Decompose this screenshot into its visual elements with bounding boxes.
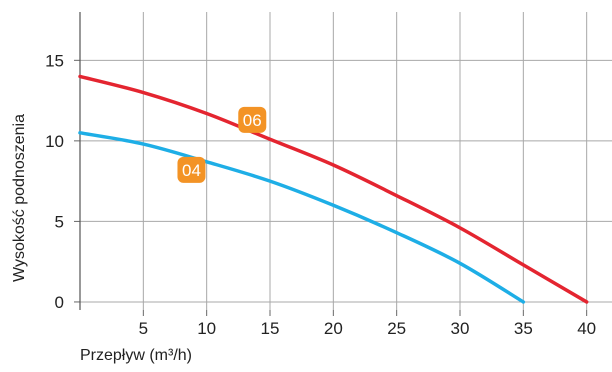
x-tick-label: 5 bbox=[139, 319, 148, 338]
x-tick-label: 40 bbox=[577, 319, 596, 338]
y-tick-label: 0 bbox=[55, 293, 64, 312]
series-badges: 06 04 bbox=[177, 106, 267, 183]
y-tick-label: 10 bbox=[45, 132, 64, 151]
y-tick-label: 5 bbox=[55, 212, 64, 231]
y-axis-label: Wysokość podnoszenia bbox=[11, 114, 28, 282]
series-lines bbox=[78, 74, 589, 304]
badge-background bbox=[177, 156, 206, 183]
badge-label: 04 bbox=[182, 161, 201, 180]
y-tick-label: 15 bbox=[45, 51, 64, 70]
grid bbox=[80, 12, 612, 310]
x-tick-label: 35 bbox=[514, 319, 533, 338]
badge-label: 06 bbox=[243, 111, 262, 130]
badge-background bbox=[238, 106, 267, 133]
axes bbox=[74, 12, 588, 316]
series-badge-06: 06 bbox=[238, 106, 267, 133]
series-badge-04: 04 bbox=[177, 156, 206, 183]
x-tick-label: 15 bbox=[261, 319, 280, 338]
x-axis-label: Przepływ (m³/h) bbox=[80, 347, 192, 364]
x-tick-label: 30 bbox=[451, 319, 470, 338]
x-tick-label: 20 bbox=[324, 319, 343, 338]
x-tick-label: 25 bbox=[387, 319, 406, 338]
series-line-04 bbox=[78, 131, 526, 304]
tick-labels: 5 10 15 20 25 30 35 40 0 5 10 15 bbox=[45, 51, 596, 338]
series-line-06 bbox=[78, 74, 589, 304]
x-tick-label: 10 bbox=[197, 319, 216, 338]
